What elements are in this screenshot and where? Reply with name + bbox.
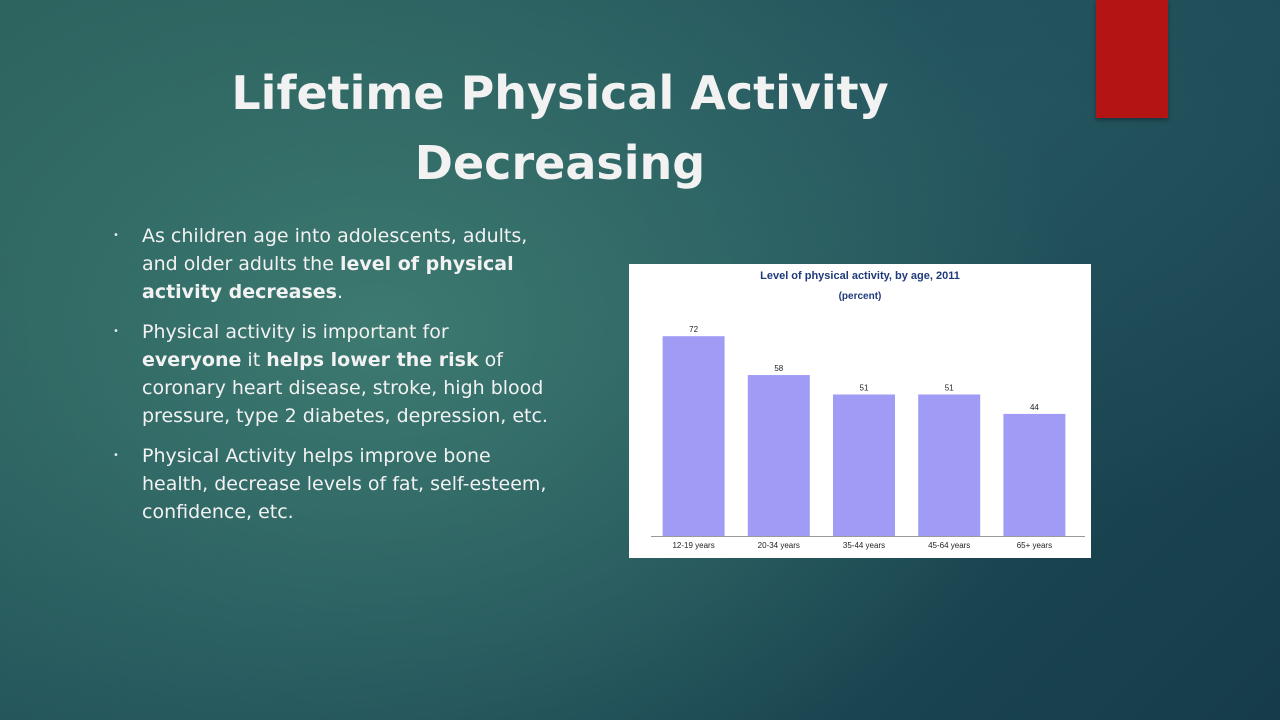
- bullet-bold-text: helps lower the risk: [266, 349, 479, 371]
- bullet-bold-text: everyone: [142, 349, 242, 371]
- bullet-text: Physical activity is important for: [142, 321, 449, 343]
- accent-bar: [1096, 0, 1168, 118]
- bar: [833, 394, 895, 536]
- bar: [1003, 413, 1066, 536]
- chart-svg: Level of physical activity, by age, 2011…: [651, 270, 1085, 550]
- x-tick-label: 35-44 years: [843, 541, 885, 550]
- bar: [747, 375, 810, 536]
- title-line-1: Lifetime Physical Activity: [231, 66, 889, 120]
- chart-title: Level of physical activity, by age, 2011: [760, 270, 960, 282]
- bullet-item: • Physical activity is important for ever…: [110, 318, 550, 430]
- x-tick-label: 20-34 years: [758, 541, 800, 550]
- bullet-item: • As children age into adolescents, adult…: [110, 222, 550, 306]
- bullet-item: • Physical Activity helps improve bone h…: [110, 442, 550, 526]
- bullet-list: • As children age into adolescents, adult…: [110, 222, 550, 538]
- bullet-text: it: [241, 349, 267, 371]
- chart-subtitle: (percent): [839, 291, 882, 302]
- data-label: 51: [945, 383, 954, 392]
- bullet-dot-icon: •: [113, 230, 119, 241]
- bullet-dot-icon: •: [113, 326, 119, 337]
- bar: [662, 336, 725, 536]
- x-tick-label: 65+ years: [1017, 541, 1052, 550]
- data-label: 51: [860, 383, 869, 392]
- bar-chart: Level of physical activity, by age, 2011…: [629, 264, 1091, 558]
- bullet-dot-icon: •: [113, 450, 119, 461]
- bullet-text: Physical Activity helps improve bone hea…: [142, 445, 547, 523]
- data-label: 58: [774, 364, 783, 373]
- bullet-text: of coronary heart disease, stroke, high …: [142, 349, 548, 427]
- data-label: 72: [689, 325, 698, 334]
- bullet-bold-text: level of physical activity decreases: [142, 253, 514, 303]
- title-line-2: Decreasing: [414, 136, 706, 190]
- bullet-text: As children age into adolescents, adults…: [142, 225, 528, 275]
- bullet-text: .: [337, 281, 344, 303]
- bar: [918, 394, 981, 536]
- x-tick-label: 45-64 years: [928, 541, 970, 550]
- x-tick-label: 12-19 years: [672, 541, 714, 550]
- slide-title: Lifetime Physical Activity Decreasing: [150, 58, 970, 198]
- data-label: 44: [1030, 403, 1039, 412]
